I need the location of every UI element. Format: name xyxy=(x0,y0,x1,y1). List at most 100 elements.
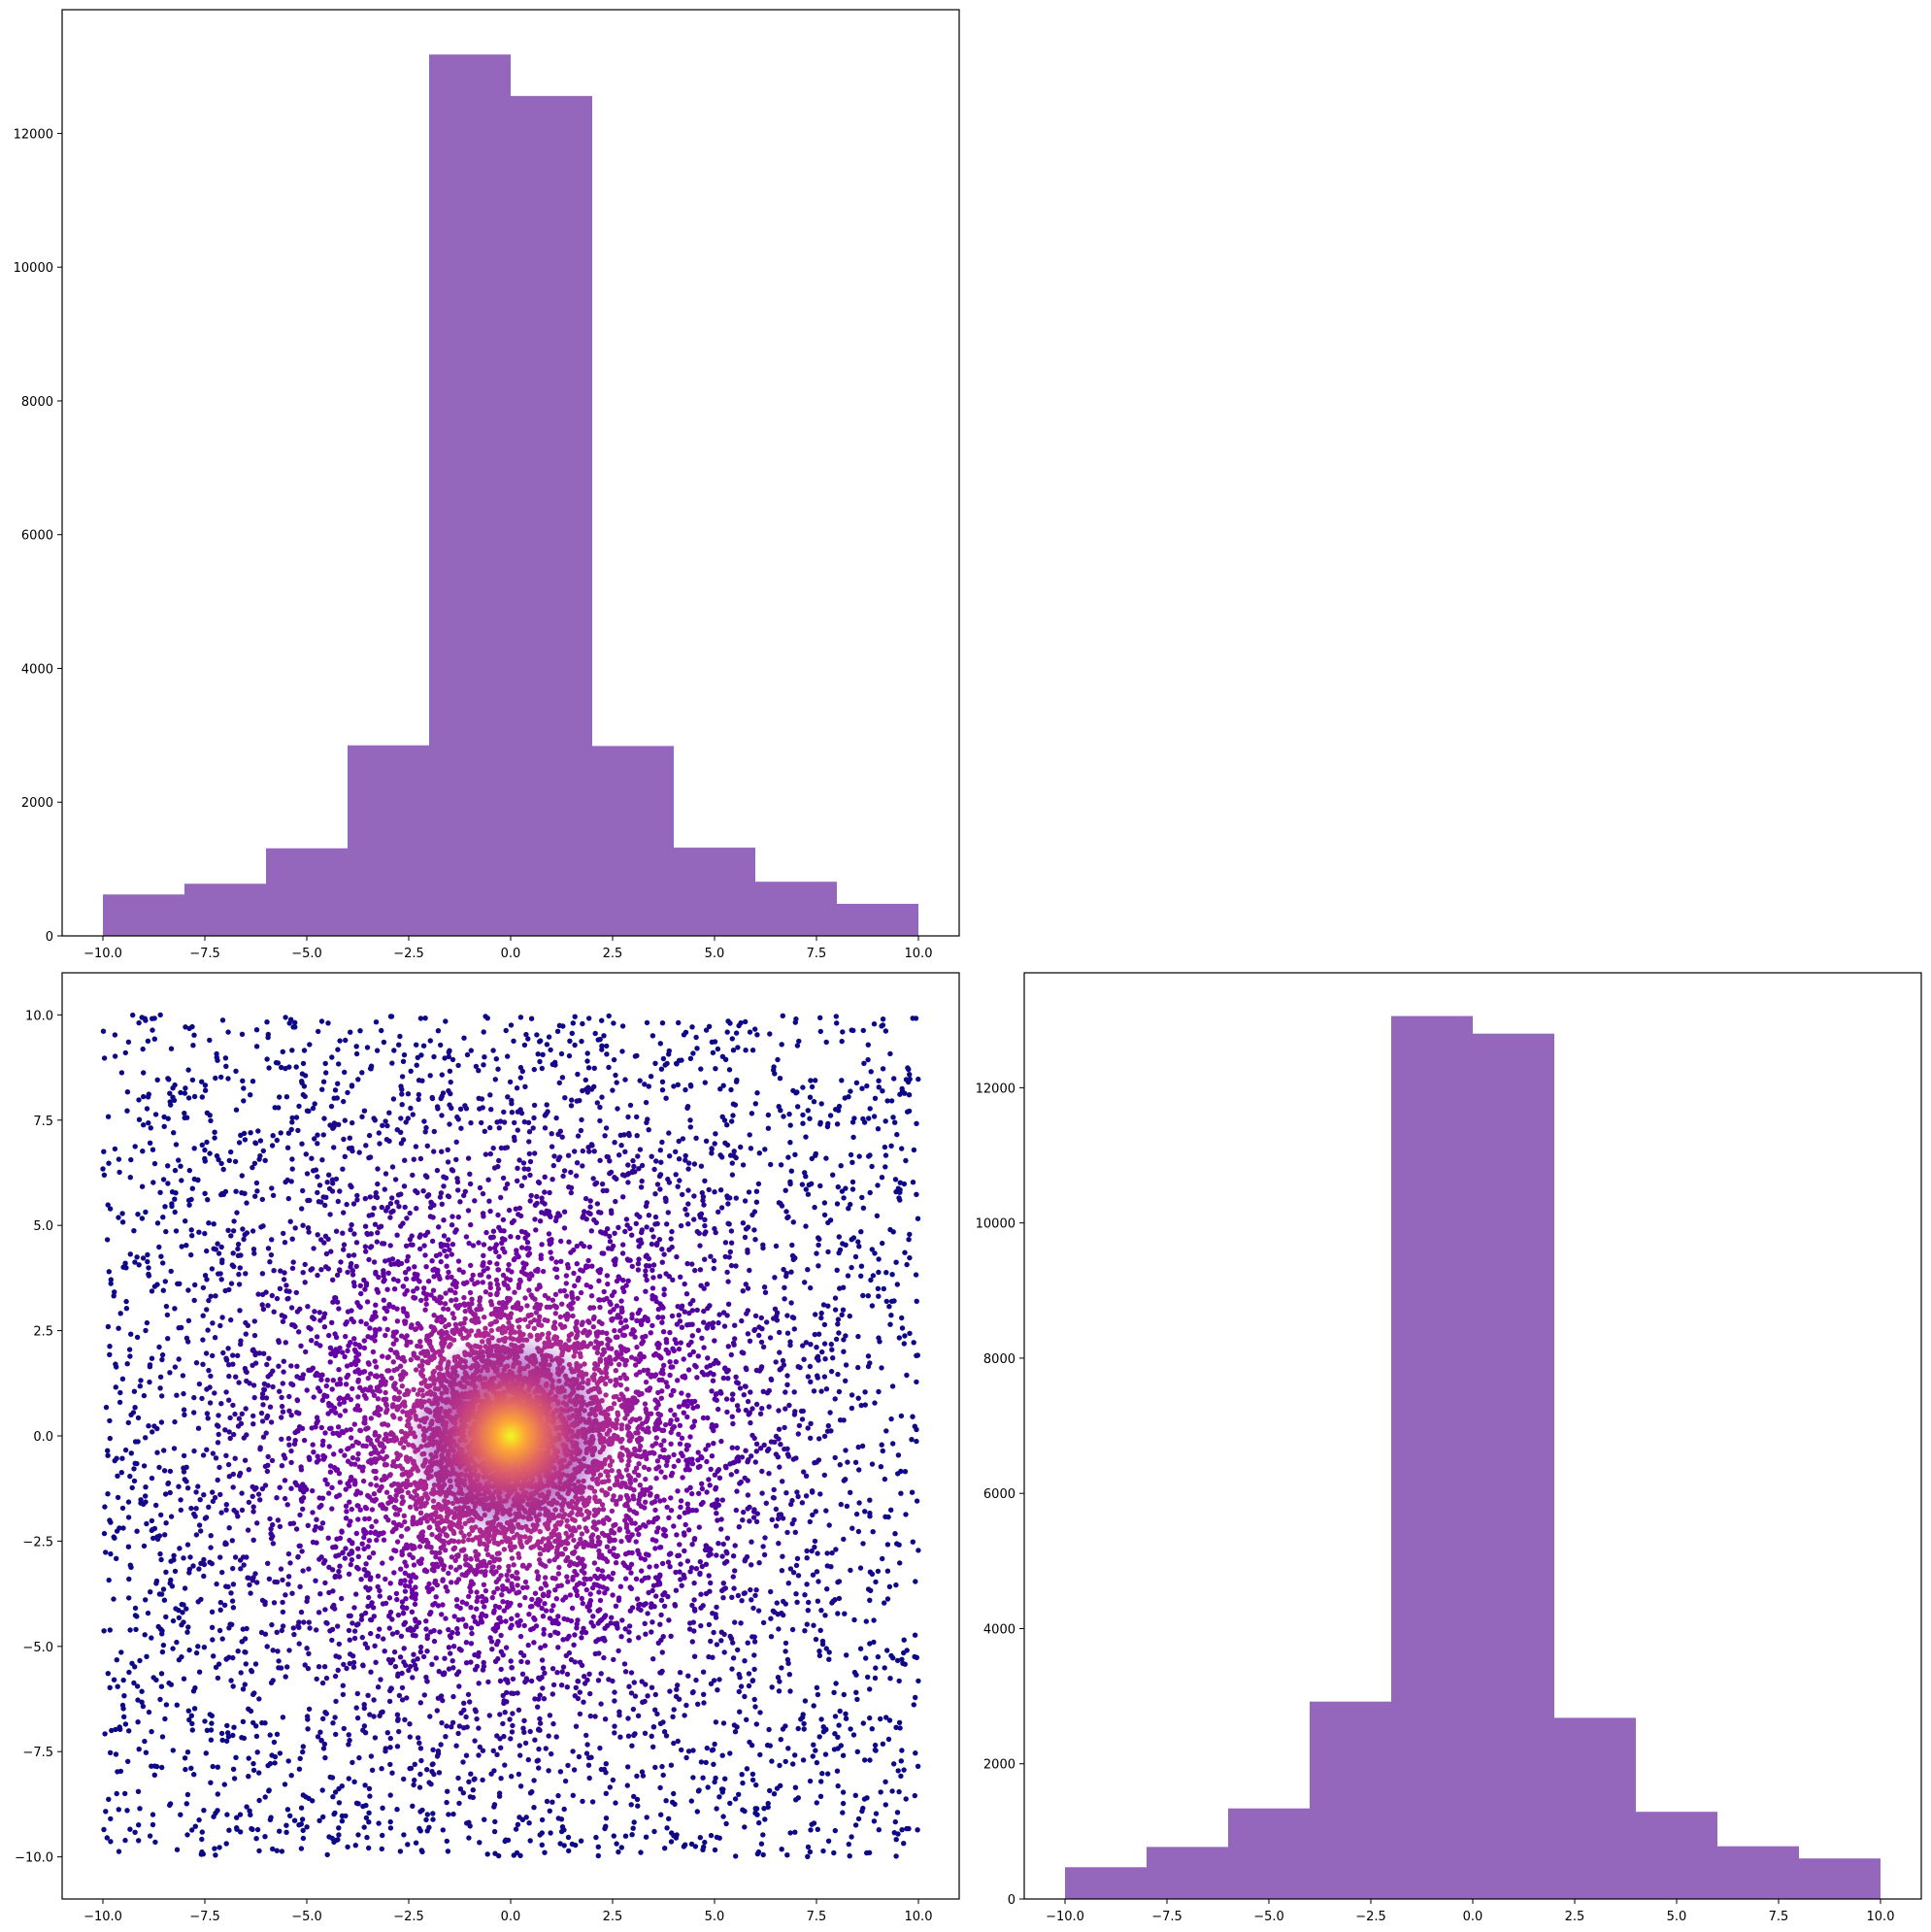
scatter-point xyxy=(481,1659,486,1666)
scatter-point xyxy=(439,1538,445,1544)
scatter-point xyxy=(442,1055,448,1061)
scatter-point xyxy=(126,1728,132,1734)
scatter-point xyxy=(845,1459,850,1465)
scatter-point xyxy=(339,1529,345,1535)
scatter-point xyxy=(174,1847,181,1852)
scatter-point xyxy=(429,1549,435,1555)
scatter-point xyxy=(421,1243,427,1249)
scatter-point xyxy=(438,1042,444,1049)
scatter-point xyxy=(230,1654,236,1661)
scatter-point xyxy=(414,1206,419,1212)
scatter-point xyxy=(332,1331,338,1337)
scatter-point xyxy=(616,1595,622,1601)
scatter-point xyxy=(282,1270,287,1276)
scatter-point xyxy=(342,1555,348,1561)
scatter-point xyxy=(773,1506,780,1513)
scatter-point xyxy=(657,1720,664,1727)
scatter-point xyxy=(197,1497,203,1503)
scatter-point xyxy=(776,1426,782,1432)
scatter-point xyxy=(822,1613,828,1618)
scatter-point xyxy=(634,1796,641,1803)
scatter-point xyxy=(316,1610,322,1616)
scatter-point xyxy=(495,1267,502,1273)
scatter-point xyxy=(728,1228,735,1234)
scatter-point xyxy=(671,1463,677,1470)
scatter-point xyxy=(269,1185,275,1191)
scatter-point xyxy=(635,1261,642,1267)
scatter-point xyxy=(796,1038,802,1045)
scatter-point xyxy=(907,1231,913,1238)
scatter-point xyxy=(684,1558,691,1564)
scatter-point xyxy=(158,1683,165,1689)
scatter-point xyxy=(706,1573,712,1579)
scatter-point xyxy=(215,1764,220,1770)
scatter-point xyxy=(394,1712,401,1717)
scatter-point xyxy=(715,1497,720,1503)
scatter-point xyxy=(262,1794,268,1800)
scatter-point xyxy=(622,1362,628,1368)
scatter-point xyxy=(661,1362,667,1369)
scatter-point xyxy=(107,1351,113,1358)
scatter-point xyxy=(223,1389,229,1395)
scatter-point xyxy=(509,1616,515,1622)
scatter-point xyxy=(628,1802,634,1808)
scatter-point xyxy=(114,1555,119,1562)
scatter-point xyxy=(571,1642,577,1649)
scatter-point xyxy=(599,1017,605,1023)
scatter-point xyxy=(594,1582,600,1588)
scatter-point xyxy=(103,1809,109,1815)
scatter-point xyxy=(787,1122,793,1128)
scatter-point xyxy=(749,1539,754,1545)
scatter-point xyxy=(764,1742,771,1749)
scatter-point xyxy=(633,1576,640,1582)
scatter-point xyxy=(343,1486,349,1492)
scatter-point xyxy=(250,1164,255,1171)
scatter-point xyxy=(663,1733,670,1739)
scatter-point xyxy=(408,1579,414,1584)
scatter-point xyxy=(823,1508,829,1514)
scatter-point xyxy=(483,1587,489,1594)
scatter-point xyxy=(700,1669,707,1675)
scatter-point xyxy=(525,1166,531,1173)
scatter-point xyxy=(421,1118,427,1124)
scatter-point xyxy=(868,1069,874,1075)
scatter-point xyxy=(848,1201,853,1208)
scatter-point xyxy=(702,1080,708,1085)
scatter-point xyxy=(682,1375,688,1381)
scatter-point xyxy=(173,1142,180,1148)
scatter-point xyxy=(746,1682,752,1689)
scatter-point xyxy=(165,1336,171,1342)
scatter-point xyxy=(747,1132,752,1138)
scatter-point xyxy=(882,1802,888,1808)
scatter-point xyxy=(568,1656,575,1663)
scatter-point xyxy=(836,1330,842,1336)
scatter-point xyxy=(371,1614,377,1619)
scatter-point xyxy=(547,1558,552,1564)
scatter-point xyxy=(497,1678,504,1684)
scatter-point xyxy=(182,1110,187,1116)
scatter-point xyxy=(652,1214,659,1220)
scatter-point xyxy=(583,1586,589,1593)
scatter-point xyxy=(479,1593,485,1600)
scatter-point xyxy=(630,1157,636,1164)
scatter-point xyxy=(144,1520,150,1527)
scatter-point xyxy=(141,1463,148,1469)
scatter-point xyxy=(240,1226,246,1232)
scatter-point xyxy=(101,1055,108,1061)
scatter-point xyxy=(738,1144,744,1150)
scatter-point xyxy=(335,1424,342,1430)
scatter-point xyxy=(248,1130,253,1136)
scatter-point xyxy=(379,1766,384,1772)
scatter-point xyxy=(905,1109,911,1115)
scatter-point xyxy=(361,1277,367,1283)
x-tick-label: 0.0 xyxy=(501,947,521,961)
scatter-point xyxy=(329,1775,336,1781)
scatter-point xyxy=(631,1680,637,1685)
scatter-point xyxy=(161,1448,167,1453)
scatter-point xyxy=(574,1318,580,1325)
scatter-point xyxy=(622,1228,628,1235)
scatter-point xyxy=(592,1030,598,1037)
scatter-point xyxy=(598,1370,605,1376)
scatter-point xyxy=(145,1038,151,1045)
scatter-point xyxy=(638,1184,645,1190)
